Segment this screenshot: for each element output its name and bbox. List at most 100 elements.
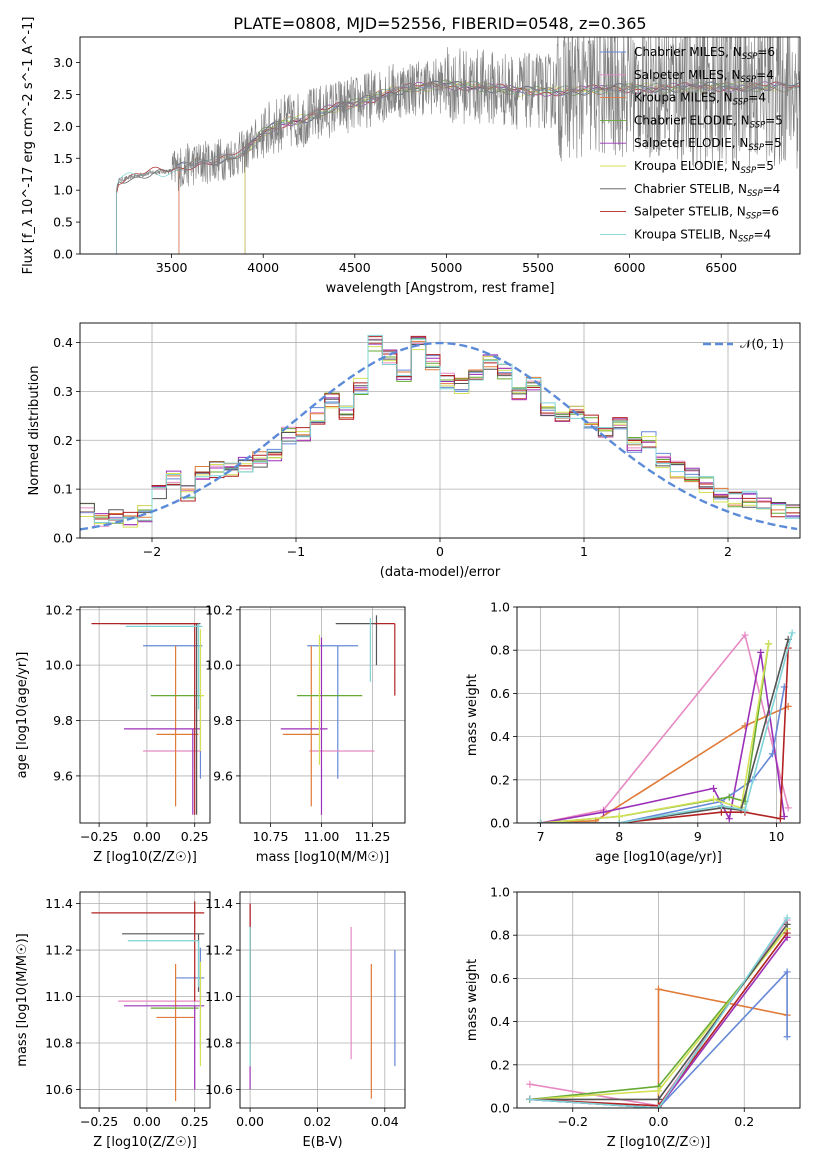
y-tick-label: 11.4 (205, 896, 233, 911)
x-tick-label: 7 (537, 829, 545, 844)
series-line (540, 686, 786, 823)
y-tick-label: 11.0 (205, 989, 233, 1004)
y-axis-label: age [log10(age/yr)] (15, 652, 30, 779)
x-tick-label: 5000 (431, 260, 463, 275)
errorbar-group (249, 903, 396, 1099)
errorbar-group (280, 615, 396, 815)
plot-frame (516, 891, 801, 1109)
plot-frame (79, 891, 211, 1109)
y-tick-label: 0.6 (490, 971, 510, 986)
data-point-marker (537, 819, 545, 823)
y-tick-label: 0.2 (53, 433, 73, 448)
data-point-marker (710, 795, 718, 803)
plot-frame (79, 36, 801, 255)
x-axis-label: Z [log10(Z/Z☉)] (607, 1135, 711, 1150)
data-point-marker (725, 793, 733, 801)
x-tick-label: 6500 (705, 260, 737, 275)
y-axis-label: mass weight (465, 674, 480, 756)
data-point-marker (710, 784, 718, 792)
x-tick-label: 0.02 (304, 1114, 332, 1129)
data-point-marker (765, 640, 773, 648)
y-tick-label: 0.4 (490, 1014, 510, 1029)
x-tick-label: 1 (580, 544, 588, 559)
y-tick-label: 10.2 (205, 602, 233, 617)
y-tick-label: 9.8 (213, 713, 233, 728)
y-axis-label: Normed distribution (27, 366, 42, 496)
y-tick-label: 2.0 (53, 119, 73, 134)
data-point-marker (655, 1095, 662, 1103)
y-tick-label: 11.2 (45, 943, 73, 958)
data-point-marker (526, 1095, 534, 1103)
y-axis-label: mass [log10(M/M☉)] (15, 933, 30, 1066)
y-tick-label: 9.6 (213, 768, 233, 783)
plot-frame (79, 606, 211, 824)
x-tick-label: 0.00 (133, 829, 161, 844)
legend-label: Salpeter STELIB, NSSP=6 (634, 205, 779, 222)
data-point-marker (757, 648, 765, 656)
x-axis-label: Z [log10(Z/Z☉)] (93, 1135, 197, 1150)
y-tick-label: 2.5 (53, 87, 73, 102)
y-tick-label: 0.4 (490, 729, 510, 744)
y-tick-label: 0.6 (490, 686, 510, 701)
data-point-marker (615, 813, 623, 821)
x-tick-label: 0 (436, 544, 444, 559)
data-point-marker (717, 808, 725, 816)
data-point-marker (725, 815, 733, 823)
x-tick-label: 0.00 (236, 1114, 264, 1129)
line-group (526, 914, 791, 1108)
figure-title: PLATE=0808, MJD=52556, FIBERID=0548, z=0… (233, 14, 646, 33)
gaussian-curve (80, 341, 798, 531)
legend-label: Kroupa STELIB, NSSP=4 (634, 227, 771, 244)
legend-label: 𝒩(0, 1) (740, 337, 784, 351)
data-point-marker (717, 802, 725, 810)
spectrum-group (116, 37, 800, 254)
x-axis-label: (data-model)/error (380, 565, 501, 580)
x-axis-label: mass [log10(M/M☉)] (256, 850, 389, 865)
y-axis-label: mass weight (465, 959, 480, 1041)
errorbar-group (91, 901, 205, 1102)
series-line (529, 917, 788, 1108)
y-tick-label: 11.0 (45, 989, 73, 1004)
errorbar-group (91, 623, 205, 815)
x-tick-label: 0.25 (181, 829, 209, 844)
x-tick-label: 4000 (247, 260, 279, 275)
x-tick-label: 11.25 (355, 829, 391, 844)
x-axis-label: Z [log10(Z/Z☉)] (93, 850, 197, 865)
y-tick-label: 10.6 (205, 1082, 233, 1097)
x-tick-label: 8 (615, 829, 623, 844)
series-line (540, 633, 789, 823)
series-line (540, 639, 789, 823)
y-tick-label: 1.5 (53, 151, 73, 166)
x-tick-label: −0.2 (558, 1114, 588, 1129)
data-point-marker (784, 804, 792, 812)
x-tick-label: 11.00 (304, 829, 340, 844)
legend-label: Salpeter MILES, NSSP=4 (634, 68, 774, 85)
line-group (537, 629, 796, 823)
x-axis-label: E(B-V) (302, 1135, 342, 1150)
x-tick-label: 2 (724, 544, 732, 559)
legend-label: Kroupa ELODIE, NSSP=5 (634, 159, 774, 176)
x-tick-label: 0.2 (734, 1114, 754, 1129)
data-point-marker (783, 920, 791, 928)
histogram-step (80, 335, 800, 522)
data-point-marker (655, 1104, 662, 1108)
data-point-marker (655, 1087, 662, 1095)
x-tick-label: −0.25 (80, 1114, 118, 1129)
data-point-marker (526, 1080, 534, 1088)
y-tick-label: 0.0 (490, 1101, 510, 1116)
x-tick-label: 6000 (614, 260, 646, 275)
legend-label: Salpeter ELODIE, NSSP=5 (634, 136, 782, 153)
data-point-marker (783, 914, 791, 922)
data-point-marker (788, 629, 796, 637)
x-tick-label: 4500 (339, 260, 371, 275)
y-tick-label: 1.0 (490, 600, 510, 615)
y-tick-label: 9.6 (53, 768, 73, 783)
x-tick-label: 3500 (156, 260, 188, 275)
data-spectrum-line (116, 37, 800, 193)
x-tick-label: −2 (143, 544, 161, 559)
y-axis-label: Flux [f_λ 10^-17 erg cm^-2 s^-1 A^-1] (21, 17, 36, 275)
y-tick-label: 9.8 (53, 713, 73, 728)
y-tick-label: 10.0 (45, 658, 73, 673)
y-tick-label: 3.0 (53, 55, 73, 70)
data-point-marker (615, 819, 623, 823)
